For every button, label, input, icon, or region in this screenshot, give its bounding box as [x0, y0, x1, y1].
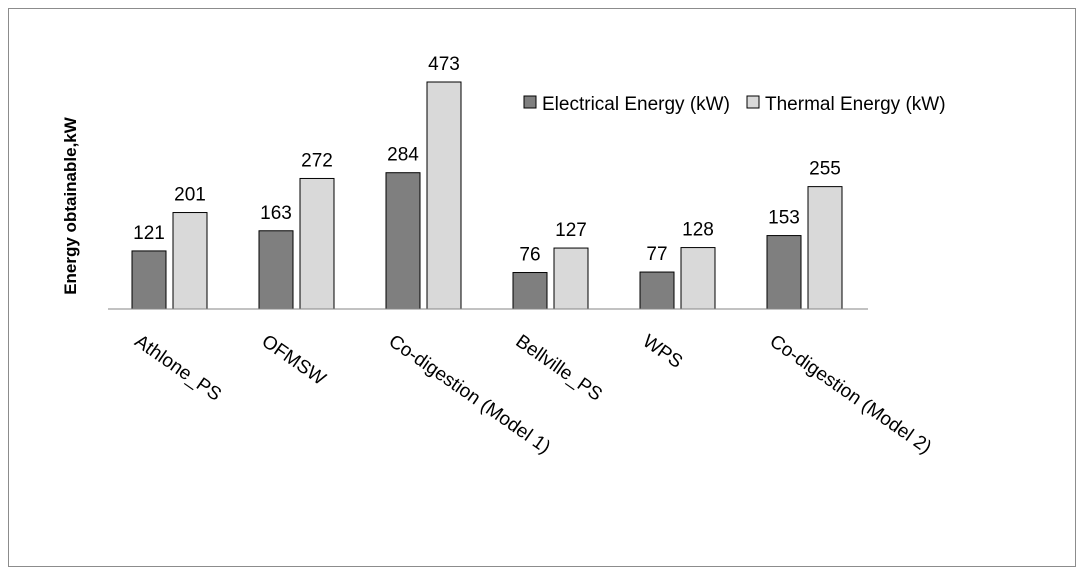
bar-thermal-2	[426, 81, 462, 310]
data-label: 163	[260, 203, 292, 224]
data-label: 201	[174, 185, 206, 206]
x-tick-label: Bellville_PS	[512, 331, 606, 406]
x-tick-label: WPS	[639, 331, 686, 373]
bar-electrical-5	[766, 235, 802, 310]
legend-label: Thermal Energy (kW)	[765, 94, 946, 115]
bar-thermal-0	[172, 212, 208, 310]
bar-electrical-3	[512, 272, 548, 310]
data-label: 121	[133, 223, 165, 244]
legend: Electrical Energy (kW) Thermal Energy (kW…	[523, 94, 946, 115]
x-tick-label: OFMSW	[258, 331, 330, 390]
bar-electrical-1	[258, 230, 294, 310]
y-axis-label: Energy obtainable,kW	[61, 116, 80, 295]
data-label: 473	[428, 54, 460, 75]
legend-swatch	[523, 95, 537, 109]
x-tick-label: Athlone_PS	[131, 331, 225, 406]
data-label: 255	[809, 159, 841, 180]
data-label: 284	[387, 145, 419, 166]
legend-swatch	[746, 95, 760, 109]
bar-electrical-2	[385, 172, 421, 310]
data-label: 77	[646, 244, 667, 265]
data-label: 272	[301, 150, 333, 171]
bar-electrical-4	[639, 271, 675, 310]
bar-thermal-1	[299, 177, 335, 310]
data-label: 127	[555, 220, 587, 241]
data-label: 76	[519, 245, 540, 266]
legend-label: Electrical Energy (kW)	[542, 94, 730, 115]
bar-thermal-3	[553, 247, 589, 310]
bar-electrical-0	[131, 250, 167, 310]
data-label: 128	[682, 220, 714, 241]
bar-thermal-5	[807, 186, 843, 310]
x-tick-label: Co-digestion (Model 2)	[766, 331, 935, 458]
data-label: 153	[768, 208, 800, 229]
bar-thermal-4	[680, 247, 716, 310]
